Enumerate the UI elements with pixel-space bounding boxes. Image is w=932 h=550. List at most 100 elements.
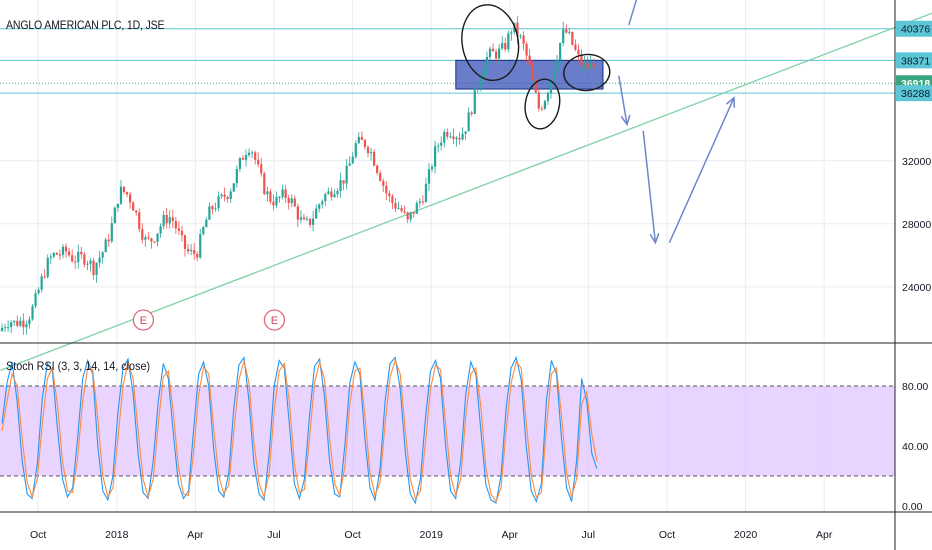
level-price-tag [896,52,932,69]
candle-body [379,172,382,181]
candle-body [568,31,571,33]
candle-body [479,78,482,88]
candle-body [101,252,104,258]
candle-body [491,48,495,52]
candle-body [449,136,452,138]
candle-body [495,51,498,59]
candle-body [16,320,19,326]
candle-body [571,31,574,45]
stoch-tick-label: 40.00 [902,441,928,453]
candle-body [290,198,293,204]
time-tick-label: 2020 [734,529,758,541]
candle-body [95,262,98,275]
stoch-tick-label: 80.00 [902,381,928,393]
candle-body [522,35,525,44]
candle-body [586,63,589,69]
candle-body [235,168,238,184]
arrow-head [620,114,631,127]
candle-body [211,206,214,210]
candle-body [217,196,220,209]
candle-body [388,193,391,197]
stoch-k-line [1,355,598,505]
candle-body [168,217,171,224]
candle-body [116,203,119,208]
earnings-marker-label: E [140,315,147,327]
candle-body [132,202,135,211]
annotation-circle [524,78,561,130]
candle-body [162,214,165,227]
candle-body [141,229,144,240]
candle-body [49,256,52,258]
candle-body [296,206,299,220]
level-price-label: 36288 [901,88,930,100]
candle-body [458,137,461,140]
candle-body [89,260,92,264]
candle-body [254,152,257,160]
candle-body [196,253,199,258]
candle-body [208,206,211,220]
candle-body [546,93,550,102]
candle-body [278,196,281,198]
candle-body [507,33,510,50]
candle-body [363,139,367,148]
candle-body [104,239,107,253]
candle-body [147,237,150,239]
candle-body [312,218,315,225]
candle-body [174,220,177,229]
candle-body [251,152,254,154]
candle-body [37,289,40,294]
chart-title: ANGLO AMERICAN PLC, 1D, JSE [6,18,165,32]
candle-body [40,276,43,290]
candle-body [488,48,492,58]
level-price-tag [896,85,932,102]
candle-body [3,327,7,329]
candle-body [464,131,467,134]
candle-body [348,163,351,166]
candle-body [138,212,141,230]
candle-body [119,186,123,204]
candle-body [156,233,159,242]
time-tick-label: 2018 [105,529,129,541]
candle-body [144,237,147,240]
candle-body [559,42,562,60]
candle-body [504,42,507,50]
arrow-line [642,130,657,243]
candle-body [153,241,156,243]
arrow-line [618,75,628,125]
candle-body [284,189,287,199]
candle-body [549,80,553,94]
candle-body [205,219,208,228]
candle-body [409,212,412,220]
candle-body [92,260,95,275]
candle-body [43,276,46,278]
candle-body [58,254,62,256]
candle-body [28,319,31,325]
candle-body [351,156,354,164]
price-tick-label: 28000 [902,219,931,231]
candle-body [165,214,168,224]
time-tick-label: Apr [502,529,519,541]
candle-body [190,250,193,252]
candle-body [232,183,235,192]
candle-body [455,137,458,140]
candle-body [214,208,217,210]
stoch-d-line [1,358,598,503]
candle-body [180,230,184,236]
candle-body [324,193,327,202]
candle-body [501,42,504,49]
candle-body [74,261,77,263]
candle-body [238,157,241,169]
earnings-marker-label: E [271,315,278,327]
candle-body [220,194,223,197]
candle-body [461,133,464,140]
candle-body [537,92,540,109]
projection-arrows [618,0,736,245]
candle-body [80,251,83,255]
candle-body [77,251,80,263]
annotation-circle [563,53,611,92]
candle-body [510,32,513,34]
candle-body [577,49,580,55]
candle-body [366,147,370,154]
candle-body [580,54,583,66]
candle-body [257,159,260,165]
